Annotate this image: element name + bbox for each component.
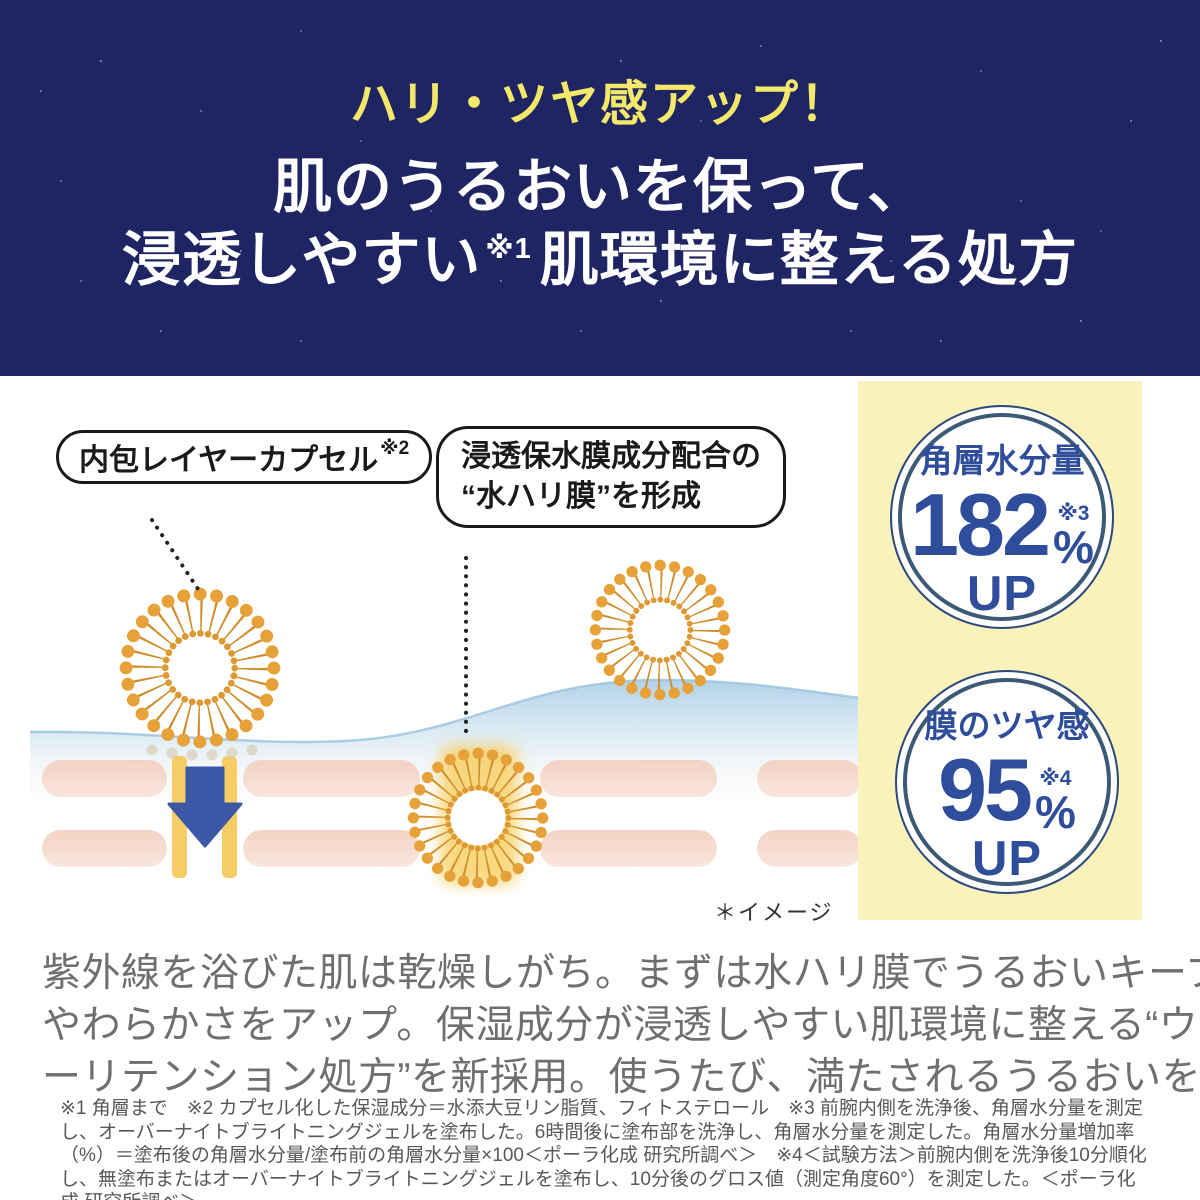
stat-up-text: UP — [971, 832, 1043, 886]
penetration-arrow — [167, 766, 243, 848]
hero-banner: ハリ・ツヤ感アップ！ 肌のうるおいを保って、 浸透しやすい ※1 肌環境に整える処方 — [0, 0, 1200, 376]
hero-subtitle: ハリ・ツヤ感アップ！ — [349, 78, 850, 131]
stats-panel: 角層水分量 182 ※3 % UP 膜のツヤ感 95 ※4 % UP — [858, 381, 1142, 920]
hero-title-line1: 肌のうるおいを保って、 — [272, 154, 928, 220]
skin-diagram-illustration — [30, 518, 860, 930]
capsule-callout-text: 内包レイヤーカプセル — [79, 444, 379, 477]
stat-label: 膜のツヤ感 — [924, 707, 1090, 744]
leader-line-capsule — [150, 518, 202, 594]
footnote-ref-2: ※2 — [380, 437, 410, 459]
stat-unit: % — [1034, 786, 1076, 838]
skin-layer-rows — [42, 760, 860, 867]
hero-title-line2-post: 肌環境に整える処方 — [539, 227, 1078, 293]
footnotes-text: ※1 角層まで ※2 カプセル化した保湿成分＝水添大豆リン脂質、フィトステロール… — [60, 1098, 1147, 1200]
capsule-callout-bubble: 内包レイヤーカプセル ※2 — [56, 430, 433, 484]
stat-value-row: 95 ※4 % — [938, 740, 1076, 839]
stat-badge-gloss: 膜のツヤ感 95 ※4 % UP — [895, 670, 1119, 894]
surface-capsule-icon — [595, 565, 724, 694]
footnote-ref-4: ※4 — [1039, 767, 1072, 790]
film-callout-line1: 浸透保水膜成分配合の — [461, 440, 761, 473]
footnote-ref-1: ※1 — [485, 233, 532, 265]
stat-unit: % — [1052, 521, 1094, 573]
body-copy: 紫外線を浴びた肌は乾燥しがち。まずは水ハリ膜でうるおいキープして やわらかさをア… — [42, 948, 1200, 1104]
starfield-decoration — [0, 0, 2, 2]
stat-badge-moisture: 角層水分量 182 ※3 % UP — [890, 405, 1114, 629]
stat-value: 95 — [938, 740, 1033, 839]
stat-value-row: 182 ※3 % — [910, 475, 1094, 574]
body-copy-line1: 紫外線を浴びた肌は乾燥しがち。まずは水ハリ膜でうるおいキープして — [42, 952, 1200, 995]
hero-title-line2-pre: 浸透しやすい — [122, 227, 482, 293]
body-copy-line3: ーリテンション処方”を新採用。使うたび、満たされるうるおいを体感。 — [42, 1056, 1200, 1099]
stat-up-text: UP — [966, 567, 1038, 621]
hero-title-line2: 浸透しやすい ※1 肌環境に整える処方 — [0, 212, 1200, 297]
footnote-ref-3: ※3 — [1057, 502, 1090, 525]
body-copy-line2: やわらかさをアップ。保湿成分が浸透しやすい肌環境に整える“ウォータ — [42, 1004, 1200, 1047]
fading-capsule-dots — [146, 744, 258, 761]
film-callout-bubble: 浸透保水膜成分配合の “水ハリ膜”を形成 — [436, 426, 786, 528]
film-callout-line2: “水ハリ膜”を形成 — [461, 480, 701, 513]
stat-label: 角層水分量 — [919, 442, 1085, 479]
stat-value: 182 — [910, 475, 1051, 574]
image-disclaimer: ＊イメージ — [714, 900, 834, 925]
layer-capsule-icon — [126, 594, 274, 742]
